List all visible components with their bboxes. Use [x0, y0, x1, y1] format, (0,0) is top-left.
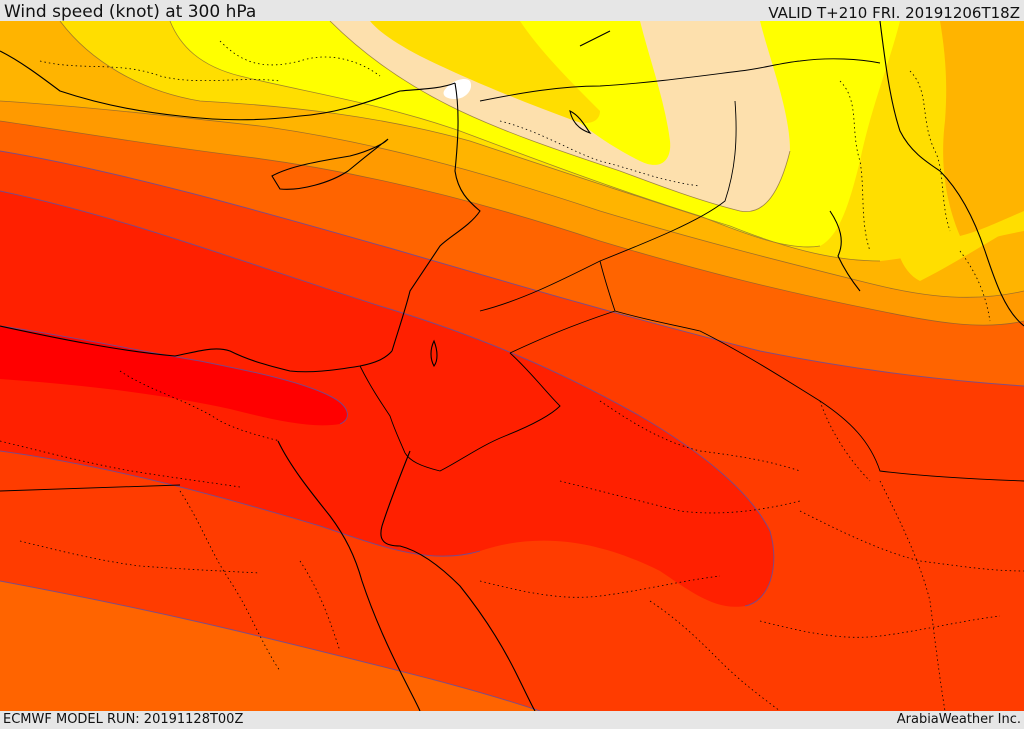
band-pale	[330, 21, 790, 212]
footer-bar: ECMWF MODEL RUN: 20191128T00Z ArabiaWeat…	[0, 711, 1024, 729]
band-weakest	[443, 79, 472, 99]
band-amber-east	[940, 21, 1024, 236]
band-red	[0, 191, 774, 607]
province-borders	[0, 40, 1024, 711]
band-yellow-streak	[520, 21, 671, 165]
country-borders	[0, 58, 1024, 492]
header-bar: Wind speed (knot) at 300 hPa VALID T+210…	[0, 0, 1024, 21]
valid-time: VALID T+210 FRI. 20191206T18Z	[768, 4, 1020, 22]
band-dark-orange-south	[0, 641, 400, 711]
contour-lines-north	[0, 21, 1024, 326]
contour-lines	[0, 150, 1024, 711]
wind-speed-map[interactable]	[0, 21, 1024, 711]
chart-title: Wind speed (knot) at 300 hPa	[4, 2, 257, 22]
band-gold-streak	[370, 21, 600, 123]
model-run-label: ECMWF MODEL RUN: 20191128T00Z	[3, 712, 244, 727]
credit-label: ArabiaWeather Inc.	[896, 712, 1021, 727]
band-core	[0, 326, 348, 426]
